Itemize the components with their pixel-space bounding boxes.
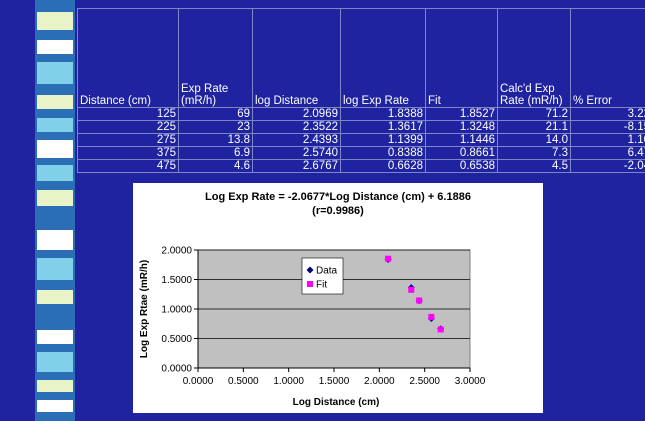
table-cell: 14.0 [498,134,571,147]
slide: Distance (cm)Exp Rate (mR/h)log Distance… [0,0,645,421]
table-cell: 475 [78,160,179,173]
x-axis-label: Log Distance (cm) [293,397,380,408]
table-cell: 1.1399 [341,134,426,147]
legend-label: Fit [316,280,327,291]
table-cell: 0.6628 [341,160,426,173]
data-point [385,256,391,262]
table-cell: 1.10 [571,134,645,147]
table-cell: 1.8388 [341,108,426,121]
table-cell: 71.2 [498,108,571,121]
data-table: Distance (cm)Exp Rate (mR/h)log Distance… [77,8,645,173]
chart-title: Log Exp Rate = -2.0677*Log Distance (cm)… [205,191,471,203]
x-tick-label: 0.5000 [228,376,259,387]
table-cell: -8.15 [571,121,645,134]
table-cell: 69 [179,108,253,121]
table-cell: 1.3248 [426,121,498,134]
table-cell: 375 [78,147,179,160]
header-cell: Exp Rate (mR/h) [179,9,253,108]
table-cell: 4.5 [498,160,571,173]
table-cell: -2.04 [571,160,645,173]
header-cell: Calc'd Exp Rate (mR/h) [498,9,571,108]
table-cell: 2.4393 [253,134,341,147]
table-cell: 1.8527 [426,108,498,121]
x-tick-label: 3.0000 [455,376,486,387]
table-cell: 21.1 [498,121,571,134]
x-tick-label: 2.5000 [409,376,440,387]
y-tick-label: 2.0000 [161,246,192,257]
table-cell: 0.8661 [426,147,498,160]
x-tick-label: 0.0000 [183,376,214,387]
header-cell: Fit [426,9,498,108]
table-cell: 2.3522 [253,121,341,134]
table-cell: 0.6538 [426,160,498,173]
data-point [428,314,434,320]
legend-marker [307,281,313,287]
data-point [416,297,422,303]
table-cell: 1.3617 [341,121,426,134]
header-cell: % Error [571,9,645,108]
table-cell: 125 [78,108,179,121]
data-point [408,287,414,293]
table-cell: 23 [179,121,253,134]
x-tick-label: 1.5000 [319,376,350,387]
legend-label: Data [316,266,338,277]
table-cell: 2.0969 [253,108,341,121]
table-row: Distance (cm)Exp Rate (mR/h)log Distance… [78,9,645,108]
table-cell: 275 [78,134,179,147]
table-cell: 0.8388 [341,147,426,160]
table-cell: 2.5740 [253,147,341,160]
y-tick-label: 1.0000 [161,305,192,316]
chart-subtitle: (r=0.9986) [312,205,364,217]
table-cell: 7.3 [498,147,571,160]
header-cell: log Distance [253,9,341,108]
table-cell: 4.6 [179,160,253,173]
x-tick-label: 2.0000 [364,376,395,387]
y-tick-label: 0.5000 [161,334,192,345]
x-tick-label: 1.0000 [273,376,304,387]
y-tick-label: 1.5000 [161,275,192,286]
header-cell: Distance (cm) [78,9,179,108]
table-cell: 6.9 [179,147,253,160]
table-cell: 13.8 [179,134,253,147]
table-cell: 2.6767 [253,160,341,173]
y-tick-label: 0.0000 [161,364,192,375]
table-cell: 3.22 [571,108,645,121]
chart: Log Exp Rate = -2.0677*Log Distance (cm)… [133,183,543,413]
table-cell: 6.47 [571,147,645,160]
data-point [438,326,444,332]
decorative-strip [35,0,75,421]
header-cell: log Exp Rate [341,9,426,108]
table-cell: 1.1446 [426,134,498,147]
y-axis-label: Log Exp Rtae (mR/h) [139,260,150,358]
table-cell: 225 [78,121,179,134]
